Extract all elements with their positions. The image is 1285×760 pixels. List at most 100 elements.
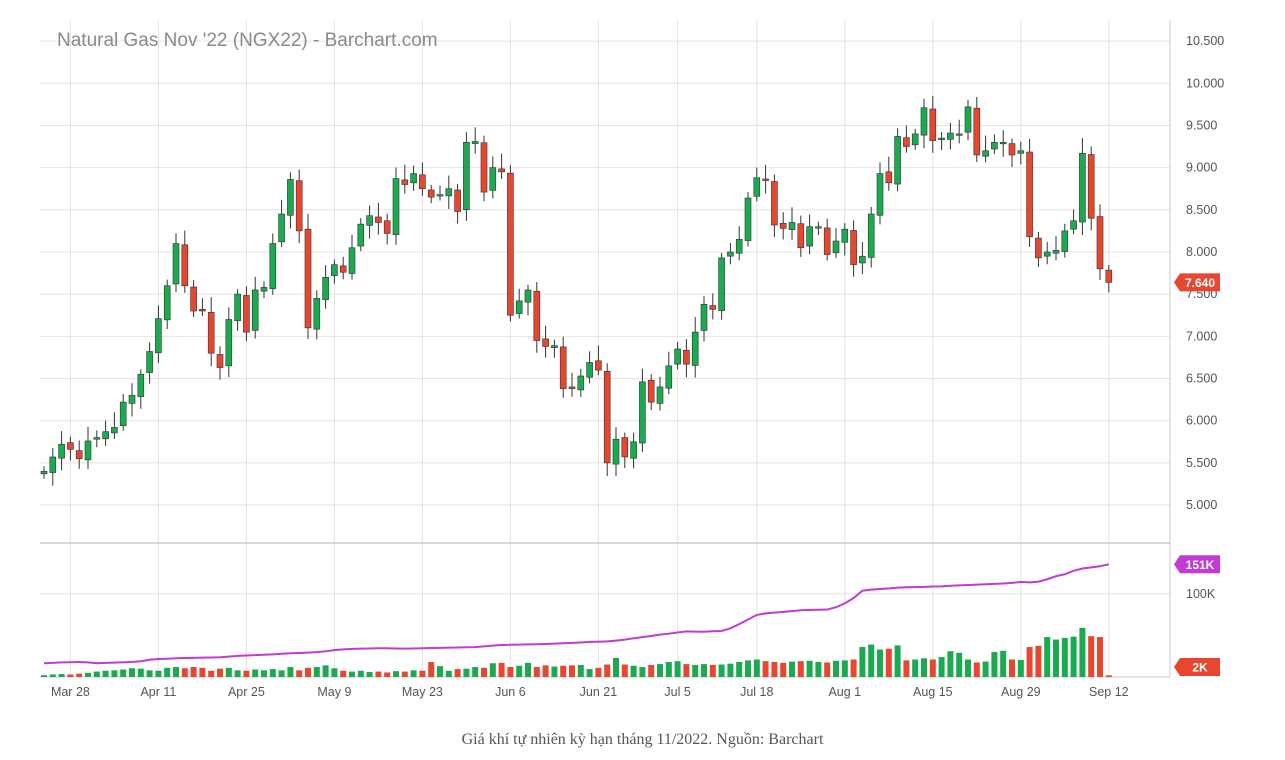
- volume-bar: [973, 662, 980, 677]
- price-tick-label: 9.500: [1186, 118, 1217, 132]
- volume-bar: [164, 667, 171, 677]
- candle-body: [445, 188, 453, 197]
- candle: [181, 230, 189, 293]
- candle: [700, 296, 708, 342]
- candle: [419, 162, 426, 196]
- candle-body: [75, 450, 83, 459]
- candle-body: [375, 216, 382, 223]
- candle: [903, 125, 910, 153]
- candle: [454, 183, 461, 224]
- volume-bar: [894, 645, 901, 677]
- candle-body: [665, 365, 673, 389]
- date-tick-label: Jun 6: [495, 685, 526, 699]
- volume-bar: [278, 670, 285, 677]
- candle: [507, 165, 514, 322]
- candle: [815, 221, 822, 236]
- volume-bar: [604, 664, 611, 677]
- candle-body: [894, 136, 901, 185]
- candle-body: [568, 386, 576, 389]
- figure-caption: Giá khí tự nhiên kỳ hạn tháng 11/2022. N…: [461, 731, 824, 748]
- candle: [938, 132, 945, 151]
- volume-bar: [137, 668, 144, 677]
- volume-bar: [393, 671, 399, 677]
- candle: [779, 212, 787, 240]
- volume-bar: [1070, 636, 1077, 677]
- candle: [524, 284, 532, 316]
- price-tick-label: 6.500: [1186, 372, 1217, 386]
- candle-body: [507, 172, 514, 316]
- candle-body: [155, 318, 162, 354]
- candle: [375, 202, 382, 235]
- volume-bar: [551, 666, 558, 677]
- candle: [313, 290, 321, 340]
- candle-body: [102, 431, 109, 440]
- candle: [278, 199, 285, 247]
- candle: [40, 466, 48, 479]
- volume-bar: [762, 661, 769, 677]
- volume-bar: [261, 670, 267, 677]
- candle-body: [744, 197, 752, 241]
- candle: [1096, 204, 1104, 280]
- candle-body: [128, 395, 136, 404]
- candle-body: [67, 442, 74, 450]
- volume-bar: [129, 668, 135, 677]
- volume-bar: [76, 673, 83, 677]
- candle: [683, 339, 690, 378]
- candle: [489, 156, 497, 199]
- volume-bar: [789, 661, 795, 677]
- volume-bar: [357, 670, 364, 677]
- candle-body: [955, 133, 963, 136]
- candle: [445, 175, 453, 210]
- candle-body: [964, 106, 972, 133]
- candle: [709, 293, 717, 320]
- candle: [331, 259, 338, 284]
- candle: [920, 98, 928, 149]
- volume-bar: [173, 667, 179, 677]
- candle-body: [1017, 150, 1025, 154]
- date-tick-label: Aug 29: [1001, 685, 1041, 699]
- candle-body: [551, 345, 558, 349]
- volume-bar: [234, 670, 241, 677]
- volume-badge: 2K: [1174, 658, 1220, 676]
- date-tick-label: Jul 18: [740, 685, 773, 699]
- candle-body: [163, 285, 171, 321]
- candle: [436, 185, 444, 201]
- candle-body: [93, 437, 101, 440]
- candle-body: [718, 257, 725, 311]
- candle: [982, 135, 989, 163]
- volume-bar: [903, 660, 910, 677]
- volume-bar: [428, 662, 435, 677]
- volume-bar: [665, 662, 672, 677]
- open-interest-badge: 151K: [1174, 555, 1220, 574]
- candle-body: [559, 346, 567, 389]
- candle-body: [973, 107, 981, 156]
- candle-body: [806, 226, 813, 247]
- candle-body: [788, 222, 796, 230]
- volume-bar: [111, 670, 118, 677]
- volume-bar: [815, 662, 822, 677]
- volume-bar: [305, 667, 311, 677]
- volume-bar: [472, 667, 479, 677]
- candle-body: [947, 132, 954, 140]
- candle-body: [577, 375, 585, 391]
- candle-body: [1070, 220, 1077, 230]
- volume-bar: [146, 670, 153, 677]
- volume-bar: [736, 662, 743, 677]
- volume-bar: [445, 670, 452, 677]
- volume-bar: [885, 648, 892, 677]
- candle-body: [797, 223, 805, 249]
- date-tick-label: Apr 25: [228, 685, 265, 699]
- candle-body: [691, 331, 699, 366]
- volume-bar: [771, 662, 778, 677]
- candle-body: [859, 255, 866, 264]
- volume-bar: [577, 664, 584, 677]
- candle: [119, 394, 127, 431]
- candle: [999, 130, 1007, 157]
- candle-body: [84, 440, 92, 461]
- candle: [269, 233, 277, 295]
- volume-bar: [437, 666, 443, 677]
- candle-body: [269, 243, 277, 289]
- candle-body: [436, 194, 444, 197]
- volume-bar: [586, 669, 593, 677]
- candle: [287, 172, 294, 229]
